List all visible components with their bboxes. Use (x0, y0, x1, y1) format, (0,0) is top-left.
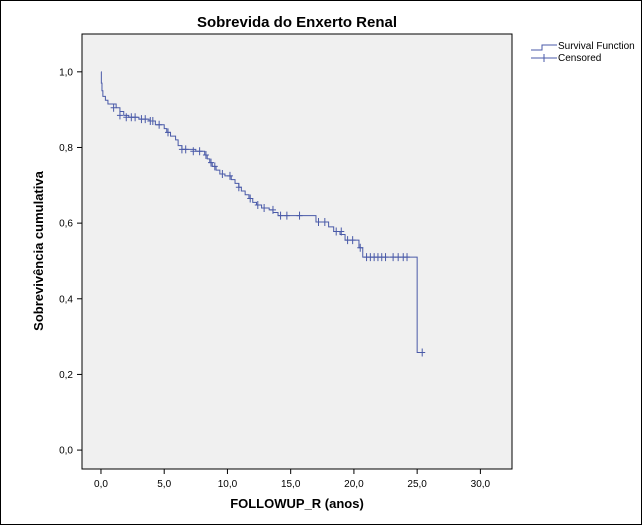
y-tick-label: 0,2 (59, 370, 73, 381)
x-tick-label: 10,0 (218, 479, 238, 490)
censored-point (404, 253, 411, 262)
censored-point (208, 158, 214, 167)
censored-point (132, 113, 139, 122)
censored-point (202, 151, 209, 160)
x-tick-label: 25,0 (407, 479, 427, 490)
legend-censored-symbol (531, 54, 557, 62)
censored-point (333, 227, 340, 236)
censored-point (123, 113, 130, 122)
y-axis-label: Sobrevivência cumulativa (31, 170, 46, 330)
censored-marks (110, 103, 426, 357)
censored-point (156, 120, 163, 129)
censored-point (247, 194, 254, 203)
y-tick-label: 0,0 (59, 446, 73, 457)
x-tick-label: 15,0 (281, 479, 301, 490)
y-tick-label: 0,4 (59, 294, 73, 305)
censored-point (357, 243, 364, 252)
plot-area (81, 33, 513, 470)
censored-point (149, 117, 156, 125)
censored-point (196, 147, 203, 156)
x-tick-label: 20,0 (344, 479, 364, 490)
x-tick-label: 30,0 (471, 479, 491, 490)
censored-point (296, 211, 303, 220)
legend-survival-symbol (531, 44, 557, 51)
censored-point (283, 211, 290, 220)
legend-survival-function: Survival Function (558, 41, 635, 52)
x-tick-label: 5,0 (157, 479, 171, 490)
censored-point (235, 183, 242, 192)
censored-point (395, 253, 402, 262)
y-tick-label: 0,6 (59, 219, 73, 230)
censored-point (261, 204, 268, 212)
censored-point (390, 253, 397, 262)
censored-point (419, 348, 426, 357)
legend: Survival Function Censored (531, 41, 635, 64)
legend-censored: Censored (558, 53, 601, 64)
censored-point (211, 162, 218, 171)
y-tick-label: 0,8 (59, 143, 73, 154)
censored-point (349, 236, 356, 245)
censored-point (321, 217, 328, 226)
axes: 0,0 0,2 0,4 0,6 0,8 1,0 0,0 5,0 10,0 15,0 20,0 25,0… (59, 67, 490, 490)
legend-step-line (531, 44, 557, 51)
censored-point (165, 128, 171, 137)
censored-point (315, 217, 322, 226)
censored-point (254, 200, 261, 209)
censored-point (110, 103, 117, 112)
censored-point (338, 227, 345, 236)
censored-point (182, 145, 189, 154)
y-tick-label: 1,0 (59, 67, 73, 78)
censored-point (382, 253, 389, 262)
censored-point (344, 236, 351, 245)
censored-point (142, 115, 149, 124)
censored-point (269, 205, 276, 214)
censored-point (190, 147, 197, 156)
censored-point (226, 171, 233, 180)
chart-title: Sobrevida do Enxerto Renal (197, 14, 397, 31)
censored-point (116, 111, 123, 120)
legend-plus-mark (531, 54, 557, 62)
x-axis-label: FOLLOWUP_R (anos) (230, 496, 364, 511)
censored-point (219, 169, 226, 178)
censored-point (277, 211, 284, 220)
x-tick-label: 0,0 (94, 479, 108, 490)
